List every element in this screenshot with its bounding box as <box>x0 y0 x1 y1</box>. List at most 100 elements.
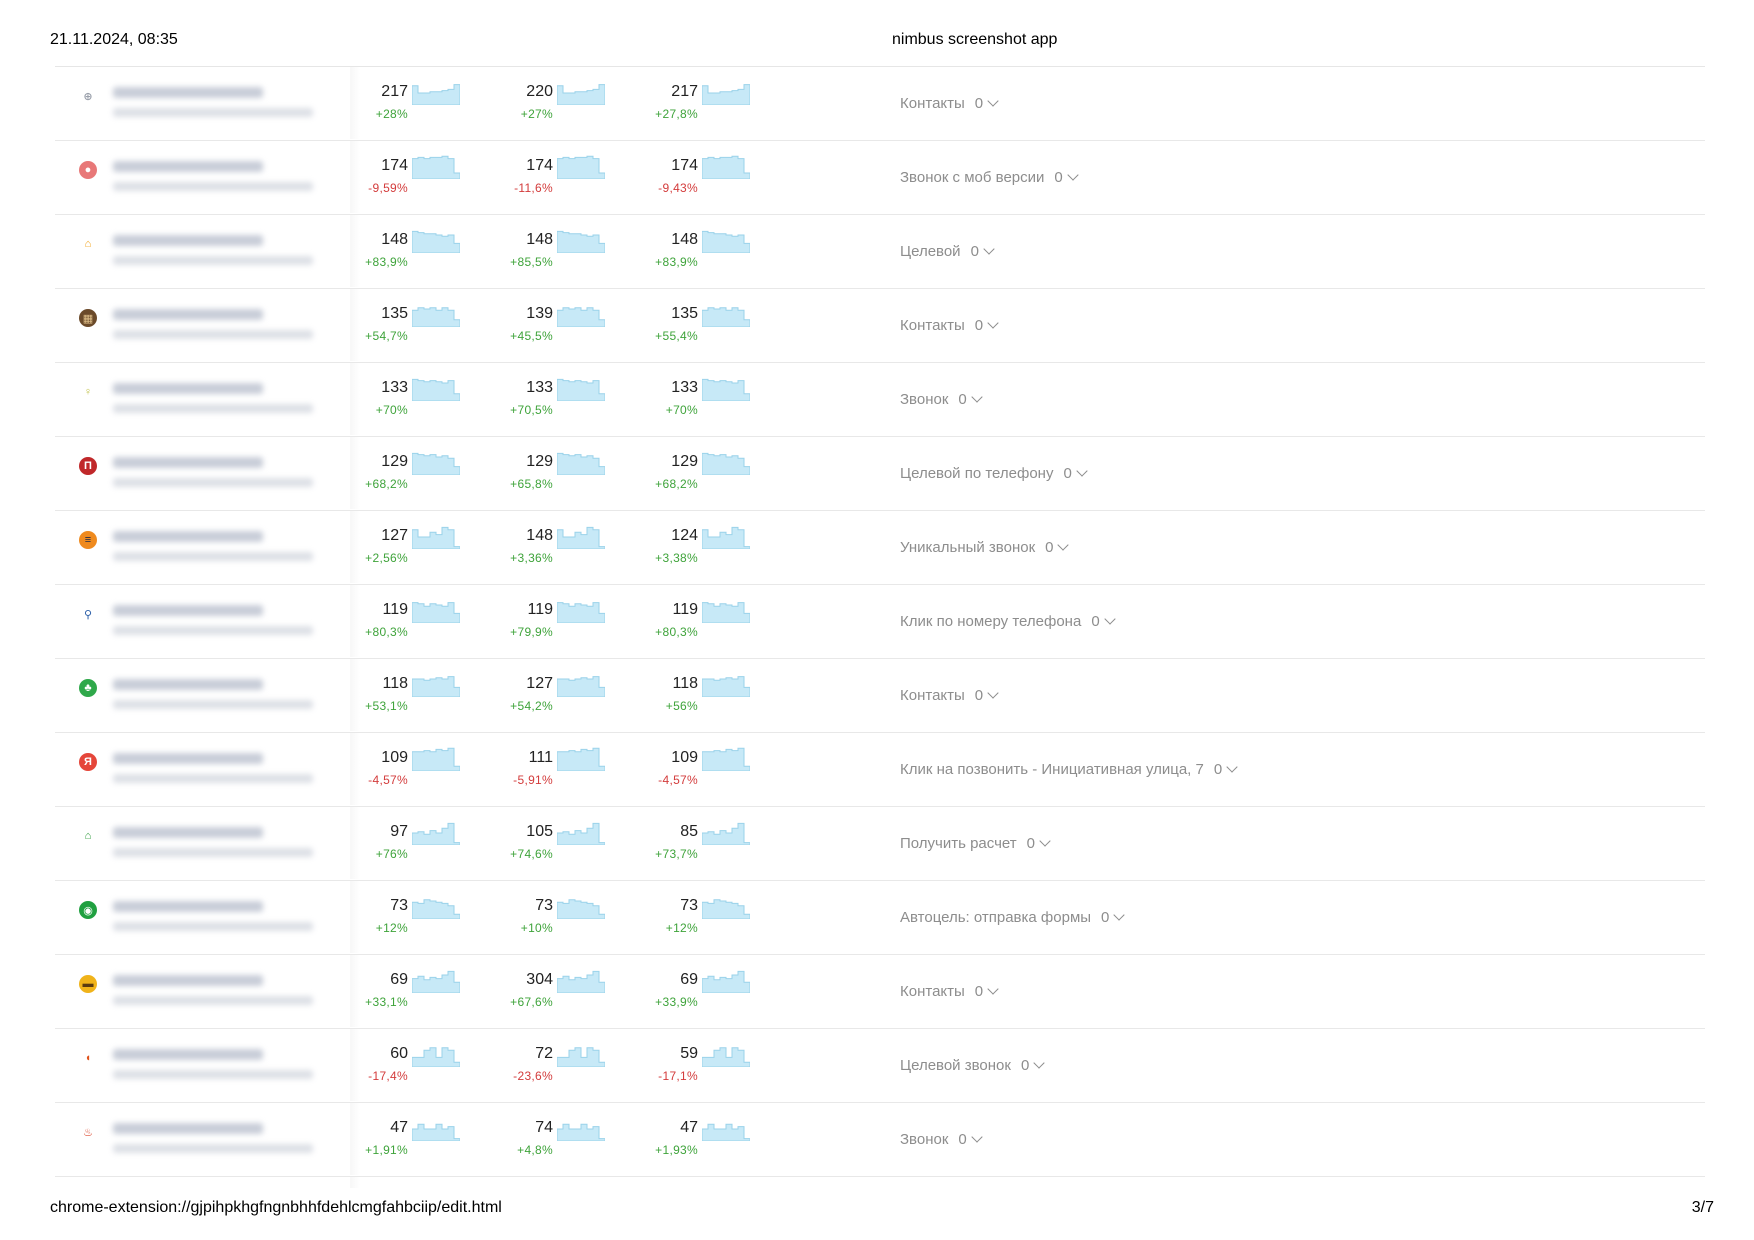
sparkline-chart <box>557 1123 605 1141</box>
chevron-down-icon[interactable] <box>971 391 983 403</box>
sparkline-chart <box>557 155 605 179</box>
table-row[interactable]: Я 109 -4,57% 111 -5,91% 109 -4,57% Клик на позв… <box>55 733 1705 807</box>
chevron-down-icon[interactable] <box>1113 909 1126 921</box>
metric-value: 109 <box>381 749 408 766</box>
metric-value: 304 <box>526 971 553 988</box>
site-name-blurred[interactable] <box>113 309 333 347</box>
goal-dropdown[interactable]: Автоцель: отправка формы 0 <box>900 909 1126 926</box>
chevron-down-icon[interactable] <box>971 1131 983 1143</box>
sparkline-area <box>412 899 460 919</box>
table-row[interactable]: ⌂ 148 +83,9% 148 +85,5% 148 +83,9% Целевой 0 <box>55 215 1705 289</box>
goal-count: 0 <box>1026 835 1035 852</box>
table-row[interactable]: ⚲ 119 +80,3% 119 +79,9% 119 +80,3% Клик по номе… <box>55 585 1705 659</box>
metric-delta: +1,93% <box>655 1143 698 1157</box>
sparkline-area <box>412 676 460 697</box>
table-row[interactable]: ◉ 73 +12% 73 +10% 73 +12% Автоцель: отправка фо… <box>55 881 1705 955</box>
chevron-down-icon[interactable] <box>1076 465 1088 477</box>
sparkline-chart <box>702 747 750 771</box>
site-name-blurred[interactable] <box>113 531 333 569</box>
site-name-blurred[interactable] <box>113 457 333 495</box>
sparkline-area <box>702 526 750 549</box>
goal-label: Клик по номеру телефона <box>900 613 1082 630</box>
metric-cell-2: 111 -5,91% <box>455 747 615 797</box>
site-name-blurred[interactable] <box>113 161 333 199</box>
metric-delta: +70% <box>375 403 408 417</box>
goal-dropdown[interactable]: Звонок 0 <box>900 1131 983 1148</box>
chevron-down-icon[interactable] <box>987 687 999 699</box>
table-row[interactable]: ♣ 118 +53,1% 127 +54,2% 118 +56% Контакты 0 <box>55 659 1705 733</box>
table-row[interactable]: ▦ 135 +54,7% 139 +45,5% 135 +55,4% Контакты 0 <box>55 289 1705 363</box>
metric-value: 148 <box>526 231 553 248</box>
sparkline-area <box>702 602 750 623</box>
sparkline-area <box>702 1123 750 1141</box>
metric-value: 127 <box>381 527 408 544</box>
chevron-down-icon[interactable] <box>1033 1057 1045 1069</box>
table-row[interactable]: ● 174 -9,59% 174 -11,6% 174 -9,43% Звонок с моб… <box>55 141 1705 215</box>
goal-dropdown[interactable]: Контакты 0 <box>900 983 999 1000</box>
metric-delta: +76% <box>375 847 408 861</box>
site-name-blurred[interactable] <box>113 827 333 865</box>
metric-cell-3: 47 +1,93% <box>600 1117 760 1167</box>
goal-dropdown[interactable]: Звонок 0 <box>900 391 983 408</box>
sparkline-chart <box>557 378 605 401</box>
goal-count: 0 <box>1020 1057 1030 1074</box>
table-row[interactable]: ⌂ 97 +76% 105 +74,6% 85 +73,7% Получить расчет 0 <box>55 807 1705 881</box>
goal-dropdown[interactable]: Звонок с моб версии 0 <box>900 169 1079 186</box>
goal-label: Целевой по телефону <box>900 465 1054 482</box>
sparkline-area <box>412 970 460 993</box>
table-row[interactable]: ≡ 127 +2,56% 148 +3,36% 124 +3,38% Уникальный з… <box>55 511 1705 585</box>
sparkline-chart <box>557 1047 605 1067</box>
goal-dropdown[interactable]: Контакты 0 <box>900 95 999 112</box>
sparkline-chart <box>557 747 605 771</box>
site-name-blurred[interactable] <box>113 679 333 717</box>
chevron-down-icon[interactable] <box>1067 169 1079 181</box>
sparkline-area <box>702 452 750 475</box>
metric-cell-1: 129 +68,2% <box>310 451 470 501</box>
goal-dropdown[interactable]: Клик по номеру телефона 0 <box>900 613 1116 630</box>
sparkline-area <box>557 822 605 845</box>
chevron-down-icon[interactable] <box>983 243 995 255</box>
metric-delta: +56% <box>665 699 698 713</box>
metric-cell-3: 119 +80,3% <box>600 599 760 649</box>
table-row[interactable]: ⊕ 217 +28% 220 +27% 217 +27,8% Контакты 0 <box>55 67 1705 141</box>
table-row[interactable]: ♀ 133 +70% 133 +70,5% 133 +70% Звонок 0 <box>55 363 1705 437</box>
site-name-blurred[interactable] <box>113 975 333 1013</box>
name-column-divider <box>350 585 360 657</box>
goal-dropdown[interactable]: Уникальный звонок 0 <box>900 539 1070 556</box>
chevron-down-icon[interactable] <box>1057 539 1070 551</box>
metric-delta: +83,9% <box>655 255 698 269</box>
goal-dropdown[interactable]: Контакты 0 <box>900 317 999 334</box>
chevron-down-icon[interactable] <box>987 983 999 995</box>
goal-dropdown[interactable]: Получить расчет 0 <box>900 835 1051 852</box>
chevron-down-icon[interactable] <box>1039 835 1051 847</box>
goal-dropdown[interactable]: Клик на позвонить - Инициативная улица, … <box>900 761 1238 778</box>
metric-cell-3: 135 +55,4% <box>600 303 760 353</box>
table-row[interactable]: ▬ 69 +33,1% 304 +67,6% 69 +33,9% Контакты 0 <box>55 955 1705 1029</box>
goal-dropdown[interactable]: Целевой 0 <box>900 243 995 260</box>
table-row[interactable]: П 129 +68,2% 129 +65,8% 129 +68,2% Целевой по т… <box>55 437 1705 511</box>
chevron-down-icon[interactable] <box>987 95 999 107</box>
goal-dropdown[interactable]: Целевой звонок 0 <box>900 1057 1045 1074</box>
sparkline-chart <box>412 822 460 845</box>
table-row[interactable]: ♨ 47 +1,91% 74 +4,8% 47 +1,93% Звонок 0 <box>55 1103 1705 1177</box>
sparkline-area <box>412 822 460 845</box>
site-name-blurred[interactable] <box>113 1123 333 1161</box>
chevron-down-icon[interactable] <box>987 317 999 329</box>
table-row[interactable]: ◖ 60 -17,4% 72 -23,6% 59 -17,1% Целевой звонок 0 <box>55 1029 1705 1103</box>
metric-cell-1: 97 +76% <box>310 821 470 871</box>
site-name-blurred[interactable] <box>113 383 333 421</box>
metric-delta: +27,8% <box>655 107 698 121</box>
site-name-blurred[interactable] <box>113 753 333 791</box>
site-name-blurred[interactable] <box>113 605 333 643</box>
metric-cell-3: 109 -4,57% <box>600 747 760 797</box>
goal-dropdown[interactable]: Контакты 0 <box>900 687 999 704</box>
site-name-blurred[interactable] <box>113 87 333 125</box>
site-name-blurred[interactable] <box>113 235 333 273</box>
chevron-down-icon[interactable] <box>1103 613 1116 625</box>
goal-dropdown[interactable]: Целевой по телефону 0 <box>900 465 1088 482</box>
site-name-blurred[interactable] <box>113 901 333 939</box>
chevron-down-icon[interactable] <box>1226 761 1238 773</box>
metric-value: 74 <box>535 1119 553 1136</box>
site-name-blurred[interactable] <box>113 1049 333 1087</box>
table-row[interactable]: ●376033 <box>55 1177 1705 1188</box>
